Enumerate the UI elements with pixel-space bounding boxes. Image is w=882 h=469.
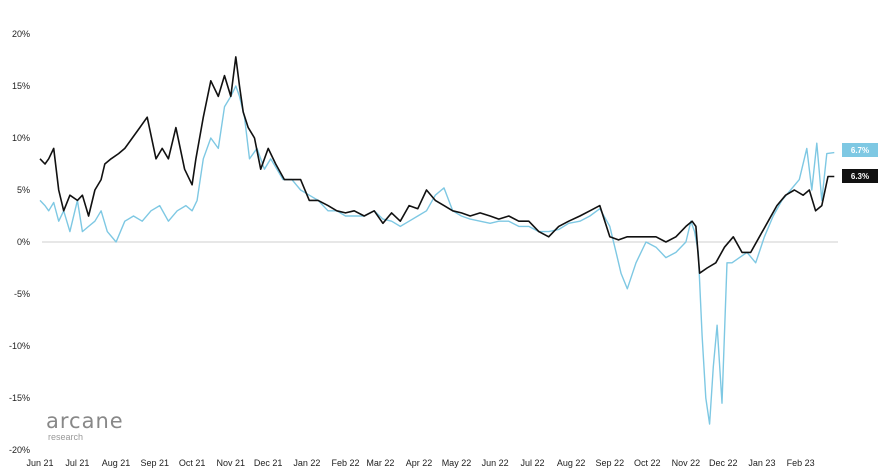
x-tick-label: Jan 22 — [293, 458, 320, 468]
x-tick-label: Sep 21 — [140, 458, 169, 468]
x-tick-label: Jan 23 — [748, 458, 775, 468]
end-label-box — [842, 169, 878, 183]
y-tick-label: -15% — [9, 393, 30, 403]
x-tick-label: Mar 22 — [366, 458, 394, 468]
x-tick-label: Aug 21 — [102, 458, 131, 468]
y-tick-label: 20% — [12, 29, 30, 39]
x-tick-label: Sep 22 — [596, 458, 625, 468]
y-tick-label: -10% — [9, 341, 30, 351]
end-label-text: 6.7% — [851, 146, 869, 155]
x-tick-label: Apr 22 — [406, 458, 433, 468]
end-label-box — [842, 143, 878, 157]
x-tick-label: Jun 21 — [26, 458, 53, 468]
series-lines — [39, 56, 835, 425]
x-tick-label: Oct 22 — [634, 458, 661, 468]
x-axis-ticks: Jun 21 Jul 21 Aug 21 Sep 21 Oct 21 Nov 21 Dec … — [26, 458, 814, 468]
x-tick-label: May 22 — [442, 458, 472, 468]
end-labels: 6.3% 6.7% — [842, 143, 878, 183]
y-tick-label: 15% — [12, 81, 30, 91]
logo-text: arcane — [46, 409, 124, 433]
logo-subtext: research — [48, 432, 84, 442]
x-tick-label: Jun 22 — [482, 458, 509, 468]
y-tick-label: 0% — [17, 237, 30, 247]
y-axis-ticks: 20% 15% 10% 5% 0% -5% -10% -15% -20% — [9, 29, 30, 455]
series-line — [39, 85, 835, 425]
y-tick-label: -5% — [14, 289, 30, 299]
x-tick-label: Dec 22 — [709, 458, 738, 468]
x-tick-label: Jul 21 — [65, 458, 89, 468]
y-tick-label: -20% — [9, 445, 30, 455]
y-tick-label: 5% — [17, 185, 30, 195]
end-label-text: 6.3% — [851, 172, 869, 181]
x-tick-label: Oct 21 — [179, 458, 206, 468]
x-tick-label: Aug 22 — [557, 458, 586, 468]
arcane-research-logo: arcane research — [46, 410, 124, 442]
x-tick-label: Dec 21 — [254, 458, 283, 468]
x-tick-label: Jul 22 — [521, 458, 545, 468]
x-tick-label: Nov 21 — [217, 458, 246, 468]
y-tick-label: 10% — [12, 133, 30, 143]
series-line — [39, 56, 835, 275]
x-tick-label: Feb 23 — [787, 458, 815, 468]
x-tick-label: Nov 22 — [672, 458, 701, 468]
x-tick-label: Feb 22 — [331, 458, 359, 468]
